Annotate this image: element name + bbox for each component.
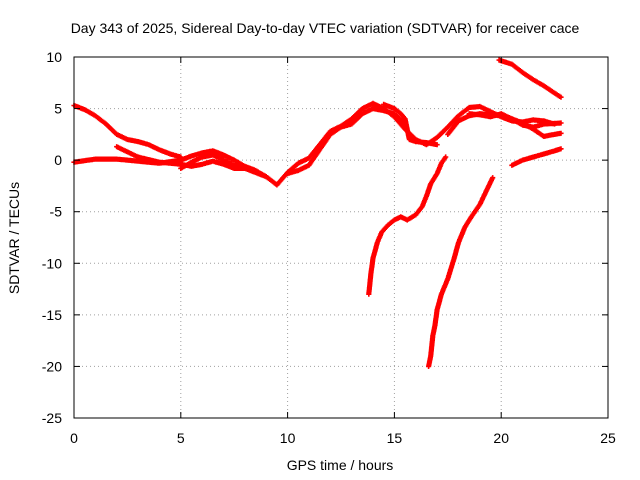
grid [74,57,608,418]
data-layer [71,57,564,369]
data-marks [178,152,259,175]
y-tick-label: 0 [54,152,62,168]
data-marks [381,101,440,148]
x-tick-label: 10 [280,430,296,446]
y-tick-label: -20 [42,358,62,374]
data-marks [285,106,408,177]
x-axis-title: GPS time / hours [287,457,394,473]
series-arc-5 [285,106,408,177]
y-tick-label: -15 [42,307,62,323]
ticks: 0 5 10 15 20 25 -25 -20 -15 -10 -5 0 5 10 [42,49,616,446]
x-tick-label: 5 [177,430,185,446]
series-arc-6 [381,101,440,148]
x-tick-label: 0 [70,430,78,446]
data-marks [445,111,564,137]
series-arc-10 [509,146,564,168]
x-tick-label: 15 [387,430,403,446]
y-tick-label: 10 [46,49,62,65]
series-arc-9 [496,57,564,100]
series-arc-12 [426,175,496,369]
series-arc-11 [366,154,449,297]
series-arc-8 [445,111,564,137]
y-tick-label: 5 [54,101,62,117]
plot-frame [73,56,609,419]
x-tick-label: 25 [600,430,616,446]
chart-title: Day 343 of 2025, Sidereal Day-to-day VTE… [71,20,580,36]
data-marks [366,154,449,297]
data-marks [426,175,496,369]
x-tick-label: 20 [493,430,509,446]
data-marks [496,57,564,100]
y-tick-label: -10 [42,255,62,271]
y-axis-title: SDTVAR / TECUs [6,182,22,294]
data-marks [509,146,564,168]
series-arc-4 [178,152,259,175]
y-tick-label: -25 [42,410,62,426]
y-tick-label: -5 [50,204,63,220]
